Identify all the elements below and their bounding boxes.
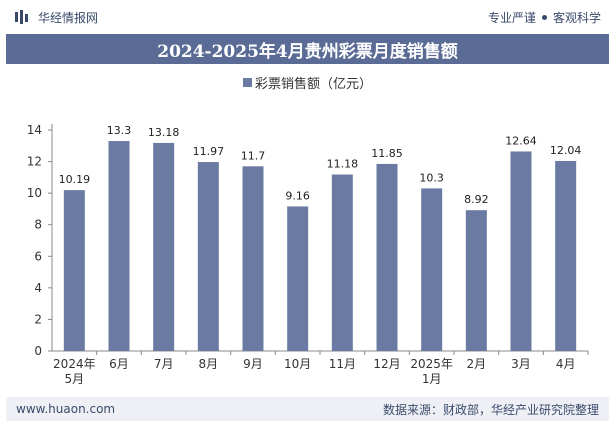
x-tick-label: 8月	[199, 357, 219, 371]
data-label: 10.19	[59, 173, 91, 186]
bar	[421, 188, 443, 351]
x-tick-label: 3月	[511, 357, 531, 371]
tagline-right: 客观科学	[552, 10, 601, 25]
footer-source: 数据来源：财政部，华经产业研究院整理	[382, 402, 599, 417]
x-tick-label: 12月	[373, 357, 400, 371]
logo-icon	[15, 10, 28, 24]
legend-label: 彩票销售额（亿元）	[254, 77, 372, 92]
footer-site: www.huaon.com	[16, 402, 116, 416]
tagline: 专业严谨 客观科学	[488, 9, 615, 26]
x-tick-label: 11月	[329, 357, 356, 371]
footer: www.huaon.com 数据来源：财政部，华经产业研究院整理	[6, 397, 609, 421]
data-label: 8.92	[464, 193, 489, 206]
y-tick-label: 12	[27, 155, 42, 169]
bar	[287, 206, 309, 351]
bar	[108, 141, 130, 351]
bar	[510, 151, 532, 351]
bar	[197, 162, 219, 351]
x-tick-label: 10月	[284, 357, 311, 371]
x-tick-label: 7月	[154, 357, 174, 371]
data-label: 12.04	[550, 144, 582, 157]
bar	[153, 142, 175, 351]
bar	[465, 210, 487, 351]
top-bar: 华经情报网 专业严谨 客观科学	[0, 0, 615, 34]
x-tick-label: 2025年 1月	[410, 357, 453, 386]
data-label: 9.16	[285, 189, 310, 202]
bar	[242, 166, 264, 351]
chart-title: 2024-2025年4月贵州彩票月度销售额	[6, 34, 609, 64]
y-tick-label: 0	[34, 344, 42, 358]
brand: 华经情报网	[0, 9, 98, 26]
legend-swatch	[242, 78, 252, 87]
y-tick-label: 4	[34, 281, 42, 295]
x-tick-label: 2月	[467, 357, 487, 371]
data-label: 11.97	[193, 145, 225, 158]
y-tick-label: 6	[34, 249, 42, 263]
x-tick-label: 6月	[109, 357, 129, 371]
y-tick-label: 2	[34, 312, 42, 326]
data-label: 11.7	[241, 149, 266, 162]
bar	[376, 163, 398, 351]
data-label: 13.18	[148, 126, 180, 139]
y-tick-label: 14	[27, 123, 42, 137]
separator-dot-icon	[541, 14, 547, 20]
data-label: 11.85	[371, 147, 403, 160]
bar	[63, 190, 85, 351]
data-label: 12.64	[505, 134, 537, 147]
x-tick-label: 9月	[243, 357, 263, 371]
data-label: 13.3	[107, 124, 132, 137]
y-tick-label: 8	[34, 218, 42, 232]
y-tick-label: 10	[27, 186, 42, 200]
bar	[555, 160, 577, 351]
brand-name: 华经情报网	[38, 10, 99, 25]
x-tick-label: 4月	[556, 357, 576, 371]
data-label: 10.3	[419, 171, 444, 184]
data-label: 11.18	[327, 158, 359, 171]
bar	[331, 174, 353, 351]
x-tick-label: 2024年 5月	[53, 357, 96, 386]
tagline-left: 专业严谨	[487, 10, 536, 25]
legend: 彩票销售额（亿元）	[0, 73, 615, 92]
